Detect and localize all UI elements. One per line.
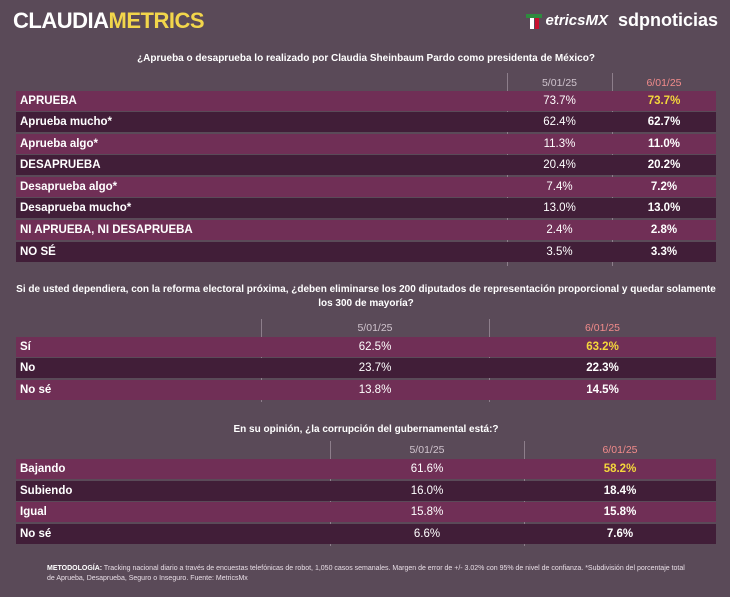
table-row: No sé 13.8% 14.5% <box>16 380 716 400</box>
value-new: 20.2% <box>647 159 681 171</box>
date-header-new: 6/01/25 <box>584 322 621 334</box>
table-row: Subiendo 16.0% 18.4% <box>16 481 716 501</box>
value-new: 13.0% <box>647 202 681 214</box>
methodology-text: Tracking nacional diario a través de enc… <box>47 565 685 582</box>
date-header-prev: 5/01/25 <box>541 77 578 89</box>
table-row: DESAPRUEBA 20.4% 20.2% <box>16 155 716 175</box>
question-electoral-reform: Si de usted dependiera, con la reforma e… <box>16 284 716 309</box>
row-label: APRUEBA <box>20 95 77 107</box>
table-row: Igual 15.8% 15.8% <box>16 502 716 522</box>
date-header-new: 6/01/25 <box>646 77 682 89</box>
methodology-label: METODOLOGÍA: <box>47 565 103 572</box>
value-new: 7.6% <box>606 528 634 540</box>
row-label: Desaprueba algo* <box>20 181 118 193</box>
table-row: Desaprueba mucho* 13.0% 13.0% <box>16 198 716 218</box>
brand-part2: METRICS <box>108 8 205 33</box>
row-label: Igual <box>20 506 47 518</box>
table-approval: ¿Aprueba o desaprueba lo realizado por C… <box>0 0 730 270</box>
row-label: Aprueba mucho* <box>20 116 113 128</box>
row-label: Aprueba algo* <box>20 138 98 150</box>
value-prev: 13.8% <box>358 384 392 396</box>
value-prev: 62.4% <box>543 116 576 128</box>
value-new: 14.5% <box>586 384 619 396</box>
table-row: No sé 6.6% 7.6% <box>16 524 716 544</box>
header: CLAUDIAMETRICS etricsMX sdpnoticias <box>0 0 730 44</box>
value-prev: 3.5% <box>546 246 573 258</box>
row-label: Desaprueba mucho* <box>20 202 132 214</box>
row-label: Sí <box>20 341 31 353</box>
value-new: 18.4% <box>603 485 637 497</box>
brand-logo: CLAUDIAMETRICS <box>13 8 204 34</box>
value-prev: 20.4% <box>543 159 576 171</box>
value-new: 63.2% <box>586 341 619 353</box>
table-electoral-reform: Si de usted dependiera, con la reforma e… <box>16 284 716 402</box>
table-row: Aprueba mucho* 62.4% 62.7% <box>16 112 716 132</box>
value-prev: 11.3% <box>543 138 576 150</box>
metricsmx-m-icon <box>526 13 543 29</box>
table-row: No 23.7% 22.3% <box>16 358 716 378</box>
value-prev: 16.0% <box>410 485 444 497</box>
value-new: 15.8% <box>603 506 637 518</box>
date-header-prev: 5/01/25 <box>409 444 445 456</box>
value-prev: 2.4% <box>546 224 573 236</box>
date-header-new: 6/01/25 <box>602 444 638 456</box>
value-prev: 62.5% <box>358 341 392 353</box>
value-new: 11.0% <box>648 138 680 150</box>
metricsmx-logo-text: etricsMX <box>545 12 608 29</box>
date-header-prev: 5/01/25 <box>357 322 393 334</box>
row-label: No <box>20 362 36 374</box>
table-row: Bajando 61.6% 58.2% <box>16 459 716 479</box>
value-prev: 6.6% <box>413 528 441 540</box>
table-row: APRUEBA 73.7% 73.7% <box>16 91 716 111</box>
value-new: 73.7% <box>647 95 681 107</box>
value-prev: 23.7% <box>358 362 392 374</box>
table-row: Aprueba algo* 11.3% 11.0% <box>16 134 716 154</box>
table-row: Desaprueba algo* 7.4% 7.2% <box>16 177 716 197</box>
value-prev: 73.7% <box>543 95 576 107</box>
value-prev: 13.0% <box>543 202 576 214</box>
value-new: 3.3% <box>650 246 678 258</box>
row-label: NI APRUEBA, NI DESAPRUEBA <box>20 224 193 236</box>
value-new: 22.3% <box>586 362 619 374</box>
row-label: Bajando <box>20 463 66 475</box>
value-new: 2.8% <box>650 224 678 236</box>
brand-part1: CLAUDIA <box>13 8 109 33</box>
value-new: 58.2% <box>603 463 637 475</box>
sdpnoticias-logo: sdpnoticias <box>617 10 718 30</box>
row-label: No sé <box>20 384 52 396</box>
table-row: Sí 62.5% 63.2% <box>16 337 716 357</box>
row-label: No sé <box>20 528 52 540</box>
value-new: 7.2% <box>650 181 678 193</box>
metricsmx-logo: etricsMX <box>525 12 608 30</box>
row-label: Subiendo <box>20 485 73 497</box>
value-prev: 7.4% <box>546 181 573 193</box>
methodology-note: METODOLOGÍA: Tracking nacional diario a … <box>47 564 687 584</box>
question-corruption: En su opinión, ¿la corrupción del gubern… <box>233 424 499 435</box>
value-new: 62.7% <box>647 116 681 128</box>
table-corruption: En su opinión, ¿la corrupción del gubern… <box>16 424 716 546</box>
row-label: DESAPRUEBA <box>20 159 101 171</box>
value-prev: 15.8% <box>410 506 444 518</box>
table-row: NO SÉ 3.5% 3.3% <box>16 242 716 262</box>
value-prev: 61.6% <box>410 463 444 475</box>
table-row: NI APRUEBA, NI DESAPRUEBA 2.4% 2.8% <box>16 220 716 240</box>
question-approval: ¿Aprueba o desaprueba lo realizado por C… <box>137 53 595 64</box>
row-label: NO SÉ <box>20 246 56 258</box>
partner-logos: etricsMX sdpnoticias <box>525 10 718 31</box>
